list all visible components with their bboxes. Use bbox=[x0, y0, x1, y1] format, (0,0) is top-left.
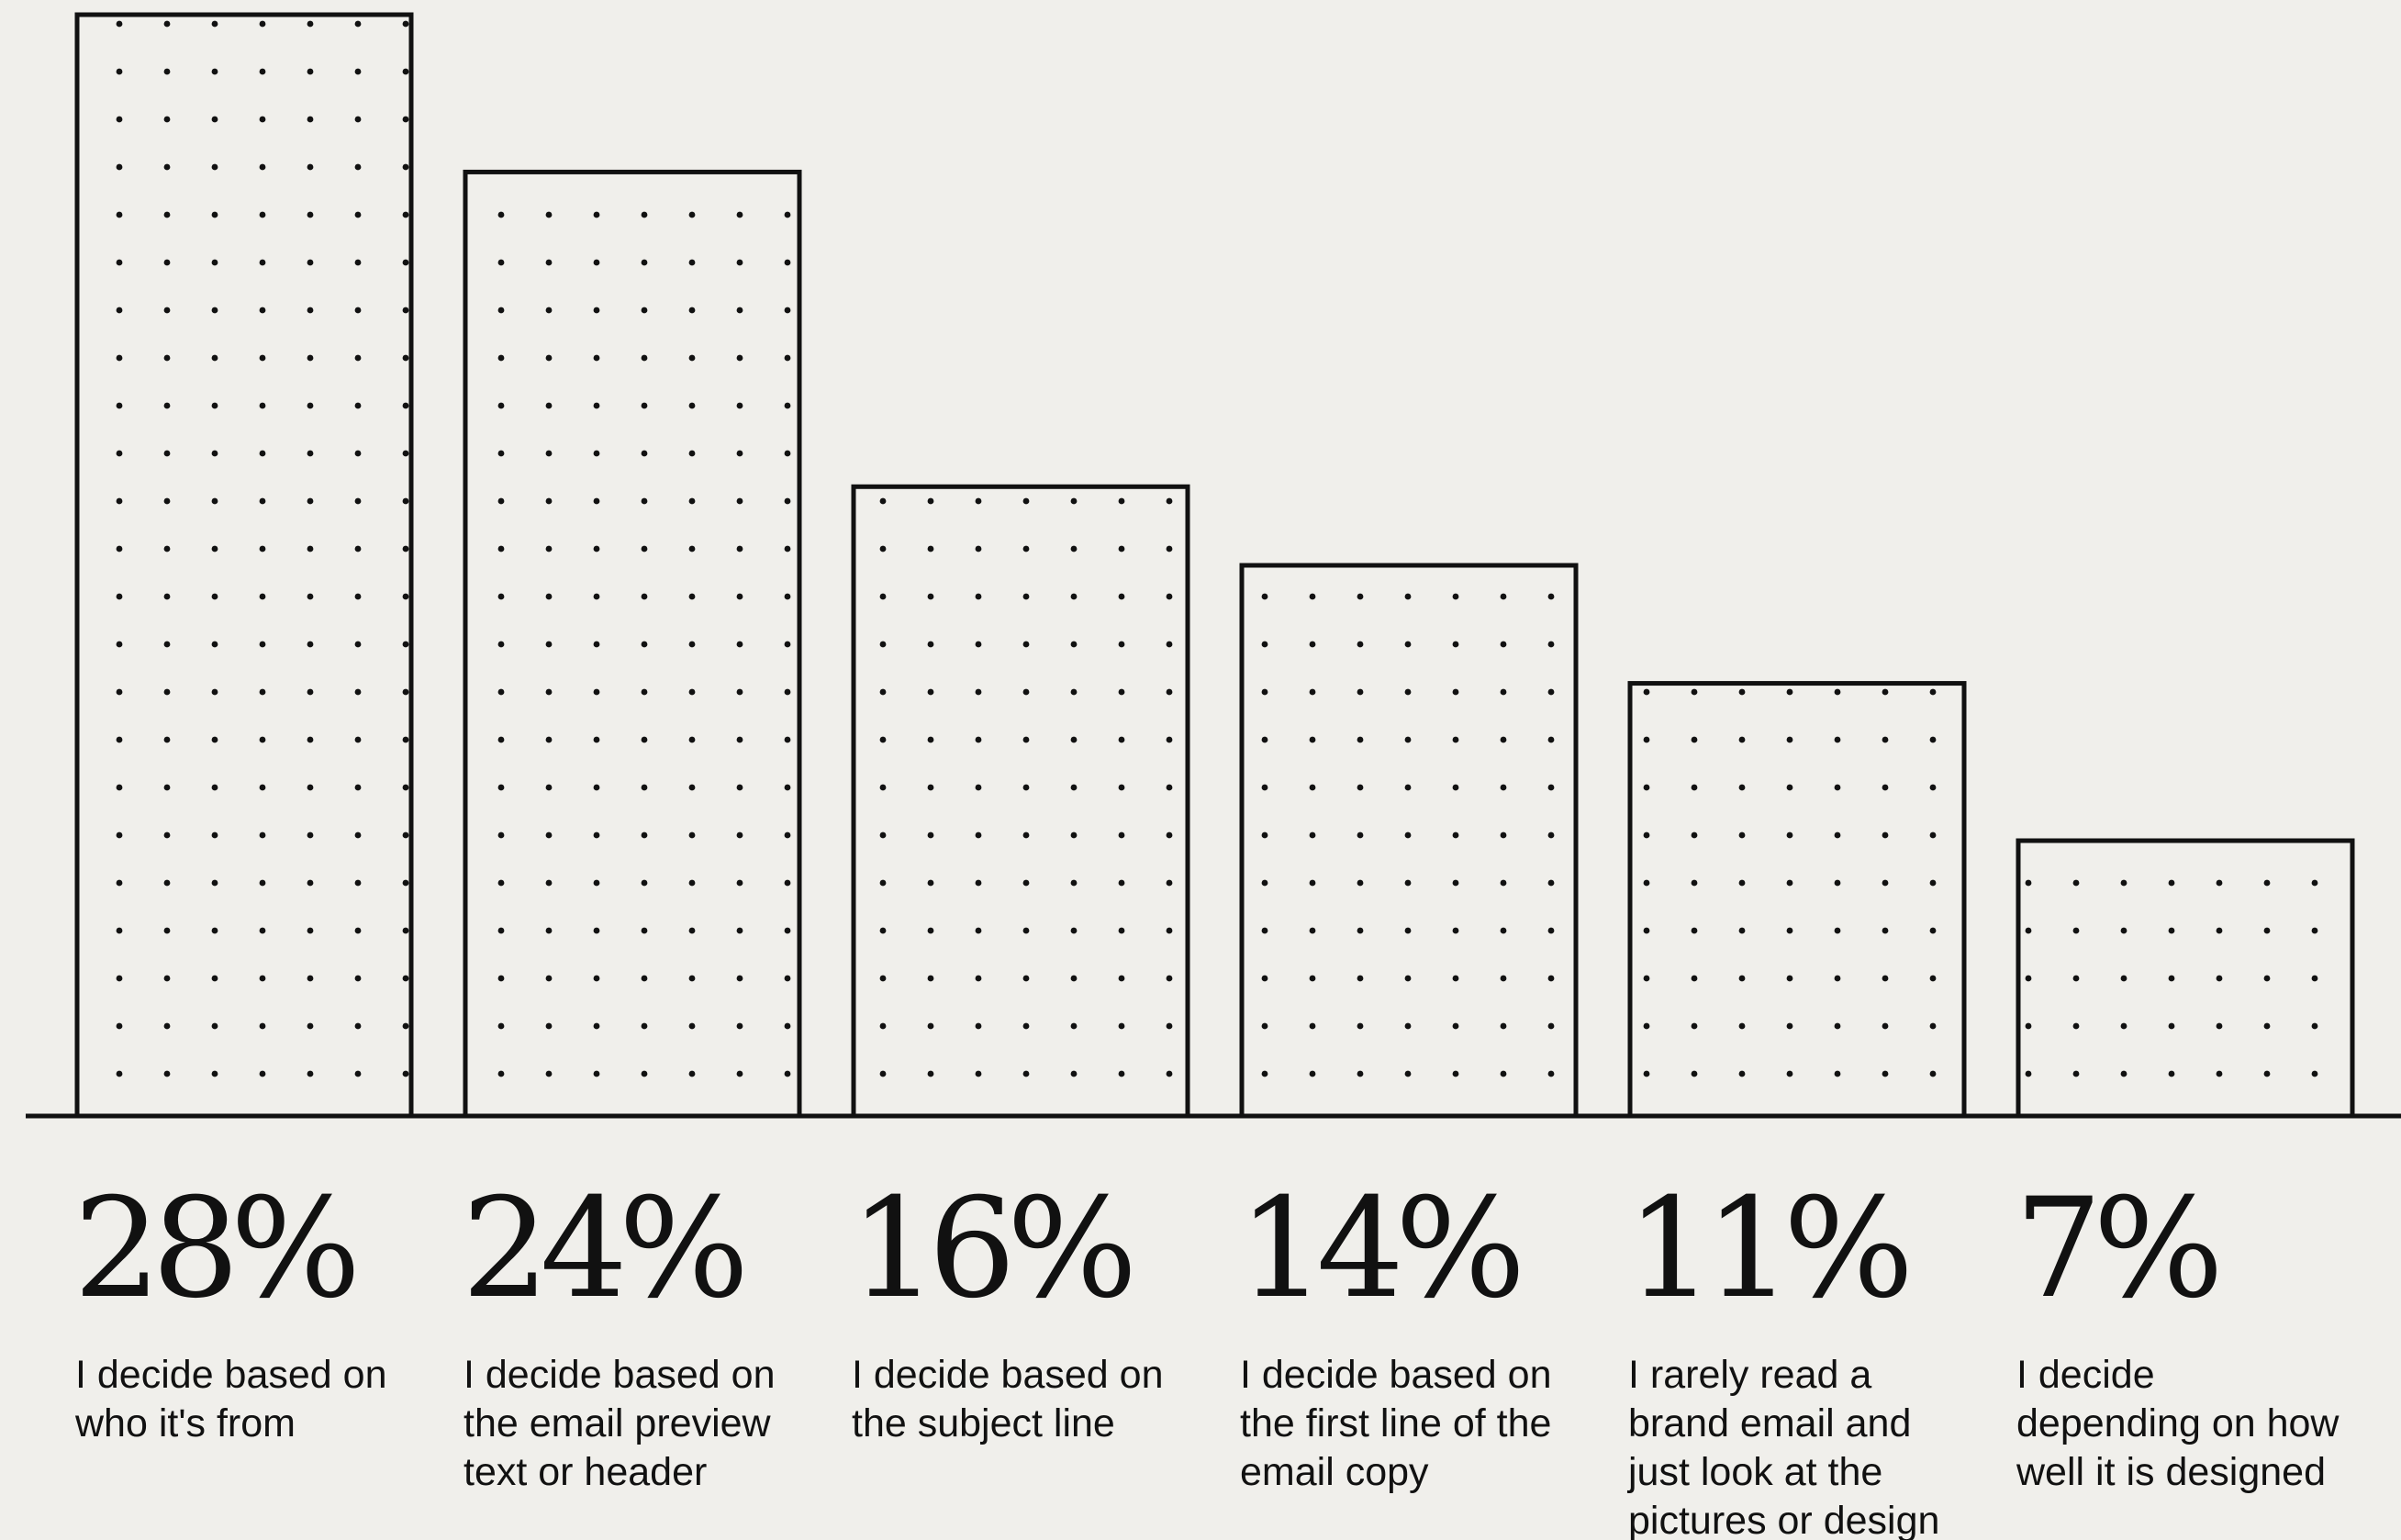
bar-4 bbox=[1239, 563, 1579, 1119]
value-label-2: 24% bbox=[462, 1169, 743, 1329]
category-label-1: I decide based on who it's from bbox=[74, 1353, 387, 1445]
bar-2 bbox=[463, 169, 802, 1119]
value-label-1: 28% bbox=[73, 1169, 354, 1329]
bar-6 bbox=[2016, 838, 2355, 1119]
bar-5 bbox=[1627, 681, 1967, 1119]
category-label-line: the subject line bbox=[852, 1401, 1115, 1445]
value-label-4: 14% bbox=[1238, 1169, 1519, 1329]
category-label-line: just look at the bbox=[1626, 1450, 1882, 1494]
value-label-6: 7% bbox=[2015, 1169, 2217, 1329]
category-label-line: email copy bbox=[1240, 1450, 1429, 1494]
category-label-5: I rarely read a brand email and just look … bbox=[1626, 1353, 1939, 1540]
category-label-line: I decide based on bbox=[463, 1353, 776, 1397]
category-label-4: I decide based on the first line of the em… bbox=[1240, 1353, 1552, 1494]
category-label-line: depending on how bbox=[2016, 1401, 2340, 1445]
category-label-line: the first line of the bbox=[1240, 1401, 1551, 1445]
category-label-line: I rarely read a bbox=[1628, 1353, 1871, 1397]
value-label-3: 16% bbox=[850, 1169, 1131, 1329]
category-label-3: I decide based on the subject line bbox=[852, 1353, 1164, 1445]
value-label-5: 11% bbox=[1626, 1169, 1907, 1329]
category-label-6: I decide depending on how well it is desig… bbox=[2016, 1353, 2340, 1494]
category-label-2: I decide based on the email preview text o… bbox=[463, 1353, 776, 1494]
category-label-line: brand email and bbox=[1628, 1401, 1911, 1445]
category-label-line: I decide based on bbox=[1240, 1353, 1552, 1397]
category-label-line: I decide based on bbox=[75, 1353, 387, 1397]
category-label-line: the email preview bbox=[463, 1401, 772, 1445]
bar-3 bbox=[851, 484, 1190, 1119]
category-label-line: pictures or design bbox=[1628, 1499, 1939, 1540]
category-label-line: well it is designed bbox=[2016, 1450, 2326, 1494]
category-label-line: who it's from bbox=[74, 1401, 296, 1445]
bars-group bbox=[74, 12, 2355, 1119]
category-label-line: I decide bbox=[2016, 1353, 2155, 1397]
bar-1 bbox=[74, 12, 414, 1119]
category-label-line: I decide based on bbox=[852, 1353, 1164, 1397]
category-label-line: text or header bbox=[463, 1450, 707, 1494]
value-labels-group: 28% 24% 16% 14% 11% 7% bbox=[73, 1169, 2226, 1329]
